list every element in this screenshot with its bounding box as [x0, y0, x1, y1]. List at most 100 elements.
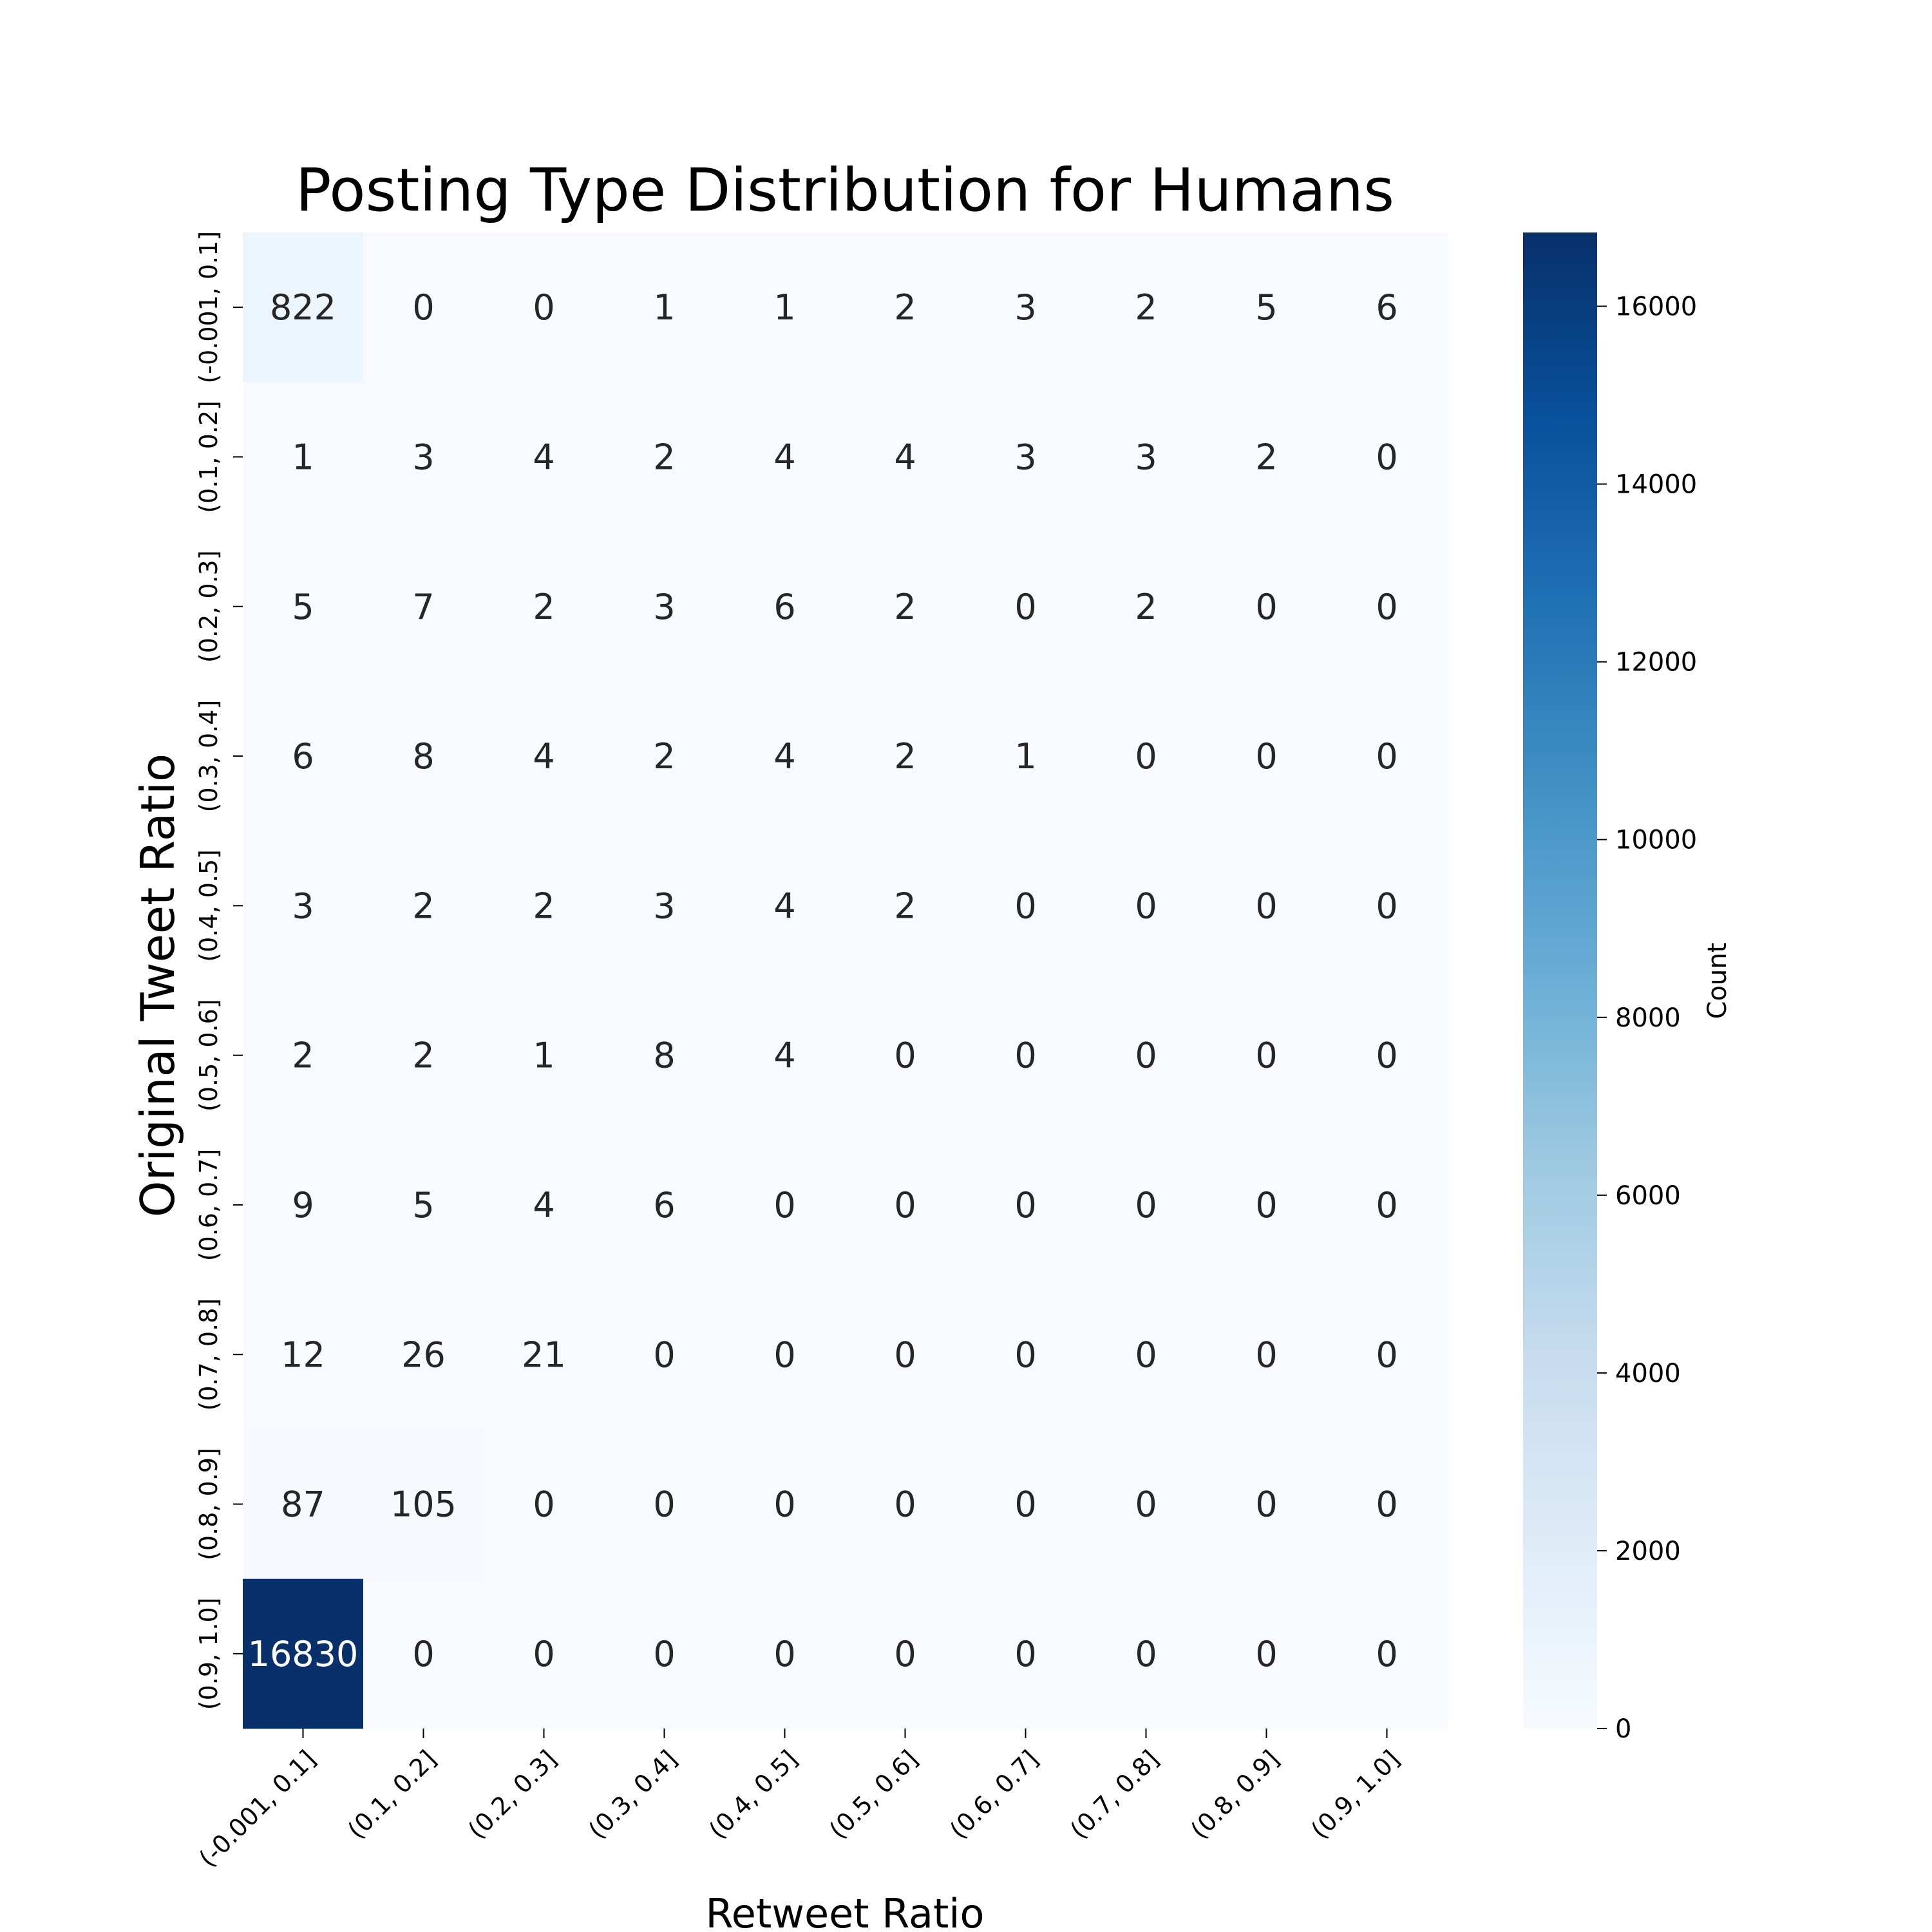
cell-value-label: 1 — [773, 287, 795, 328]
x-tick-label: (0.4, 0.5] — [703, 1745, 803, 1844]
heatmap-cell — [604, 980, 725, 1131]
y-tick-label: (0.7, 0.8] — [194, 1298, 223, 1411]
y-tick-label: (-0.001, 0.1] — [194, 231, 223, 384]
cell-value-label: 6 — [773, 587, 795, 627]
cell-value-label: 6 — [292, 736, 314, 777]
cell-value-label: 0 — [1014, 1334, 1036, 1375]
x-axis-label: Retweet Ratio — [706, 1890, 985, 1932]
y-tick-label: (0.3, 0.4] — [194, 700, 223, 813]
cell-value-label: 0 — [1255, 736, 1277, 777]
y-tick-label: (0.4, 0.5] — [194, 849, 223, 962]
heatmap-cell — [1086, 1578, 1207, 1729]
heatmap-cell — [1206, 980, 1327, 1131]
cell-value-label: 1 — [292, 437, 314, 477]
heatmap-cell — [1206, 681, 1327, 831]
cell-value-label: 4 — [773, 1036, 795, 1076]
cell-value-label: 0 — [1376, 736, 1397, 777]
cell-value-label: 1 — [533, 1036, 554, 1076]
cell-value-label: 0 — [1255, 1185, 1277, 1226]
heatmap-cell — [965, 980, 1086, 1131]
heatmap-cell — [1206, 232, 1327, 383]
x-tick-label: (0.7, 0.8] — [1065, 1745, 1164, 1844]
cell-value-label: 0 — [773, 1634, 795, 1674]
colorbar-tick-label: 4000 — [1615, 1359, 1681, 1388]
cell-value-label: 3 — [653, 886, 675, 926]
heatmap-cell — [243, 831, 364, 981]
heatmap-cell — [724, 681, 846, 831]
y-tick-label: (0.2, 0.3] — [194, 550, 223, 663]
chart-title: Posting Type Distribution for Humans — [296, 156, 1394, 225]
cell-value-label: 0 — [1135, 1484, 1157, 1525]
heatmap-cell — [243, 382, 364, 533]
heatmap-cell — [604, 382, 725, 533]
heatmap-cell — [724, 1280, 846, 1430]
heatmap-cell — [1327, 1130, 1448, 1280]
heatmap-cell — [845, 531, 966, 682]
cell-value-label: 2 — [894, 587, 916, 627]
heatmap-cell — [363, 980, 484, 1131]
cell-value-label: 5 — [1255, 287, 1277, 328]
cell-value-label: 3 — [412, 437, 434, 477]
cell-value-label: 0 — [894, 1185, 916, 1226]
cell-value-label: 6 — [653, 1185, 675, 1226]
cell-value-label: 0 — [1255, 1634, 1277, 1674]
cell-value-label: 0 — [1255, 587, 1277, 627]
cell-value-label: 1 — [1014, 736, 1036, 777]
cell-value-label: 0 — [1135, 886, 1157, 926]
heatmap-cell — [1086, 980, 1207, 1131]
colorbar-gradient — [1523, 232, 1597, 1728]
heatmap-cell — [243, 1578, 364, 1729]
heatmap-cell — [965, 232, 1086, 383]
heatmap-cell — [965, 1280, 1086, 1430]
cell-value-label: 4 — [533, 1185, 554, 1226]
heatmap-cell — [1086, 681, 1207, 831]
cell-value-label: 0 — [894, 1484, 916, 1525]
heatmap-cell — [1086, 1429, 1207, 1580]
cell-value-label: 7 — [412, 587, 434, 627]
heatmap-cell — [1327, 1578, 1448, 1729]
heatmap-cell — [604, 831, 725, 981]
heatmap-cell — [1086, 1130, 1207, 1280]
y-tick-label: (0.5, 0.6] — [194, 999, 223, 1112]
colorbar: 0 2000 4000 6000 8000 10000 12000 14000 16000 Co… — [1523, 232, 1732, 1744]
heatmap-cell — [363, 681, 484, 831]
heatmap-cell — [965, 382, 1086, 533]
y-tick-label: (0.1, 0.2] — [194, 401, 223, 513]
cell-value-label: 0 — [653, 1334, 675, 1375]
heatmap-cell — [363, 531, 484, 682]
x-axis: (-0.001, 0.1] (0.1, 0.2] (0.2, 0.3] (0.3, 0… — [193, 1728, 1405, 1873]
heatmap-cell — [845, 681, 966, 831]
heatmap-cell — [1327, 681, 1448, 831]
heatmap-cell — [243, 232, 364, 383]
cell-value-label: 8 — [412, 736, 434, 777]
cell-value-label: 0 — [1014, 1185, 1036, 1226]
cell-value-label: 0 — [894, 1036, 916, 1076]
colorbar-tick-label: 2000 — [1615, 1537, 1681, 1566]
cell-value-label: 0 — [1376, 437, 1397, 477]
heatmap-cell — [724, 980, 846, 1131]
colorbar-label: Count — [1703, 943, 1732, 1019]
heatmap-cell — [604, 1280, 725, 1430]
y-tick-label: (0.6, 0.7] — [194, 1149, 223, 1262]
heatmap-cell — [363, 1578, 484, 1729]
colorbar-ticks: 0 2000 4000 6000 8000 10000 12000 14000 16000 — [1597, 292, 1697, 1744]
heatmap-cell — [1327, 980, 1448, 1131]
cell-value-label: 0 — [533, 1484, 554, 1525]
heatmap-cell — [484, 1429, 605, 1580]
cell-value-label: 4 — [773, 437, 795, 477]
y-tick-label: (0.9, 1.0] — [194, 1598, 223, 1710]
heatmap-cell — [845, 1130, 966, 1280]
cell-value-label: 0 — [1376, 1036, 1397, 1076]
heatmap-cell — [845, 232, 966, 383]
heatmap-cell — [243, 1429, 364, 1580]
cell-value-label: 0 — [653, 1484, 675, 1525]
cell-value-label: 4 — [894, 437, 916, 477]
x-tick-label: (0.1, 0.2] — [342, 1745, 442, 1844]
heatmap-cell — [1206, 382, 1327, 533]
cell-value-label: 5 — [412, 1185, 434, 1226]
x-tick-label: (0.3, 0.4] — [583, 1745, 683, 1844]
cell-value-label: 2 — [653, 437, 675, 477]
heatmap-cell — [363, 232, 484, 383]
heatmap-cell — [1206, 1280, 1327, 1430]
heatmap-cell — [1327, 232, 1448, 383]
